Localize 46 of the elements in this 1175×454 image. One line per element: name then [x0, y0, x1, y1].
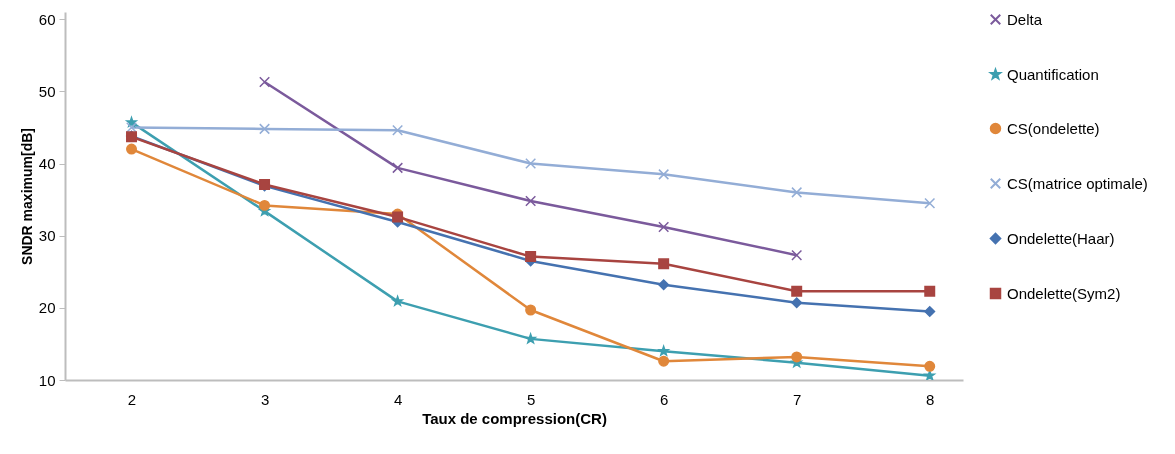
x-tick-label: 6	[659, 390, 669, 408]
point	[259, 199, 271, 211]
point	[791, 285, 803, 297]
point	[126, 143, 138, 155]
point	[392, 124, 404, 136]
x-tick-label: 3	[260, 390, 270, 408]
point	[525, 158, 537, 170]
point	[658, 258, 670, 270]
point	[658, 168, 670, 180]
point	[791, 297, 803, 309]
point	[259, 123, 271, 135]
point	[525, 195, 537, 207]
legend-label: Ondelette(Sym2)	[1007, 284, 1121, 302]
y-tick-label: 30	[38, 227, 56, 245]
point	[924, 197, 936, 209]
point	[392, 162, 404, 174]
point	[525, 251, 537, 263]
point	[126, 121, 138, 133]
y-tick-label: 20	[38, 299, 56, 317]
y-tick-label: 50	[38, 82, 56, 100]
legend-label: CS(matrice optimale)	[1007, 174, 1148, 192]
point	[924, 285, 936, 297]
y-tick-label: 10	[38, 371, 56, 389]
legend-label: Quantification	[1007, 65, 1099, 83]
point	[658, 279, 670, 291]
x-tick-label: 8	[926, 390, 935, 408]
point	[924, 360, 936, 372]
point	[658, 221, 670, 233]
y-tick-label: 60	[38, 10, 56, 28]
x-tick-label: 7	[793, 390, 802, 408]
legend-label: Ondelette(Haar)	[1007, 229, 1115, 247]
point	[791, 351, 803, 363]
point	[791, 186, 803, 198]
x-tick-label: 5	[526, 390, 536, 408]
point	[259, 76, 271, 88]
y-tick-label: 40	[38, 155, 56, 173]
x-axis-title: Taux de compression(CR)	[422, 409, 607, 427]
point	[525, 304, 537, 316]
y-axis-title: SNDR maximum[dB]	[18, 128, 35, 265]
x-tick-label: 4	[393, 390, 403, 408]
point	[658, 355, 670, 367]
point	[924, 305, 936, 317]
legend-label: Delta	[1007, 10, 1043, 28]
point	[791, 249, 803, 261]
legend-label: CS(ondelette)	[1007, 119, 1100, 137]
x-tick-label: 2	[127, 390, 137, 408]
